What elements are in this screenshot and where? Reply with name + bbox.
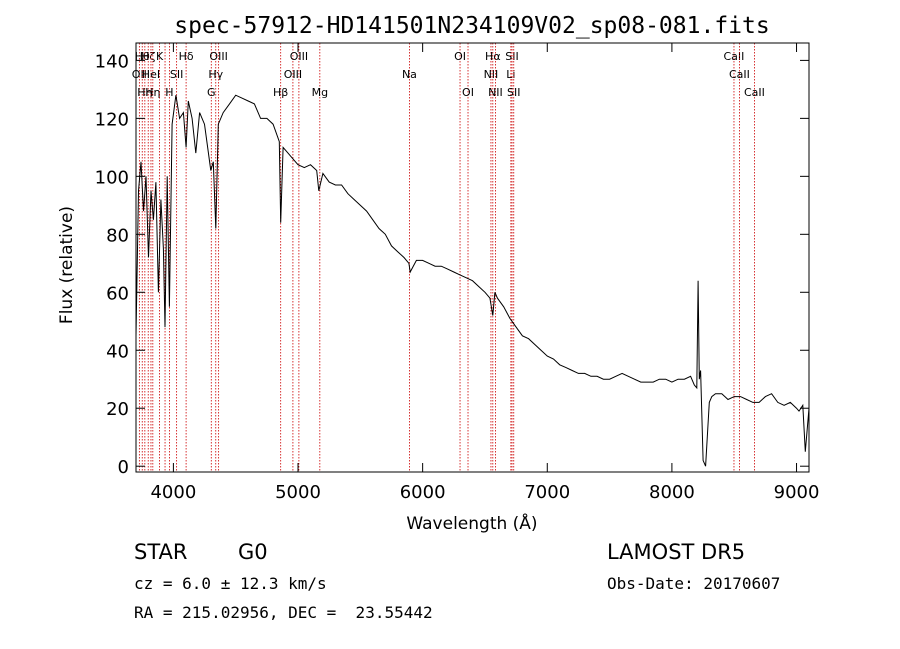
y-tick-label: 0	[118, 457, 129, 478]
spectral-line-label: Hδ	[179, 50, 194, 63]
spectral-line-label: K	[156, 50, 164, 63]
spectral-line-label: CaII	[724, 50, 745, 63]
y-tick-label: 60	[106, 283, 129, 304]
x-tick-label: 4000	[150, 482, 196, 503]
plot-frame	[135, 42, 810, 473]
spectral-line-label: H	[165, 86, 173, 99]
spectral-line-label: Hη	[145, 86, 160, 99]
spectral-line-label: HeI	[142, 68, 160, 81]
spectral-line-label: Hθ	[135, 50, 150, 63]
spectral-line-label: Li	[506, 68, 515, 81]
spectral-line-label: Na	[402, 68, 417, 81]
x-tick-label: 9000	[774, 482, 820, 503]
spectral-line-label: OIII	[290, 50, 308, 63]
y-tick-label: 20	[106, 399, 129, 420]
redshift-cz: cz = 6.0 ± 12.3 km/s	[134, 574, 327, 593]
x-tick-label: 5000	[275, 482, 321, 503]
y-tick-label: 100	[95, 167, 129, 188]
spectral-line-label: Hη	[137, 86, 152, 99]
spectral-line-label: NII	[484, 68, 499, 81]
spectral-line-label: G	[207, 86, 216, 99]
spectral-line-label: NII	[488, 86, 503, 99]
x-axis-label: Wavelength (Å)	[406, 512, 537, 534]
spectral-line-label: CaII	[729, 68, 750, 81]
spectral-line-label: Hα	[485, 50, 501, 63]
x-tick-label: 7000	[524, 482, 570, 503]
y-tick-label: 140	[95, 51, 129, 72]
object-subclass: G0	[238, 540, 268, 564]
spectral-line-label: OIII	[209, 50, 227, 63]
spectral-line-label: OI	[454, 50, 466, 63]
spectral-line-label: Mg	[312, 86, 328, 99]
spectral-line-label: SII	[505, 50, 518, 63]
y-tick-label: 80	[106, 225, 129, 246]
x-tick-label: 6000	[400, 482, 446, 503]
spectral-line-label: Hβ	[273, 86, 288, 99]
y-tick-label: 120	[95, 109, 129, 130]
spectral-line-label: Hζ	[141, 50, 155, 63]
spectral-line-label: Hγ	[208, 68, 223, 81]
spectral-line-label: OI	[462, 86, 474, 99]
obs-date: Obs-Date: 20170607	[607, 574, 781, 593]
y-tick-label: 40	[106, 341, 129, 362]
ra-dec: RA = 215.02956, DEC = 23.55442	[134, 603, 433, 622]
x-tick-label: 8000	[649, 482, 695, 503]
spectral-line-label: SII	[170, 68, 183, 81]
y-axis-label: Flux (relative)	[57, 206, 77, 324]
survey-label: LAMOST DR5	[607, 540, 746, 564]
spectrum-line	[135, 94, 810, 467]
axis-ticks: 4000 5000 6000 7000 8000 9000 0 20 40 60 80 100 120 1…	[95, 43, 820, 503]
chart-title: spec-57912-HD141501N234109V02_sp08-081.f…	[174, 13, 769, 39]
spectral-line-label: OIII	[284, 68, 302, 81]
spectral-line-label: SII	[507, 86, 520, 99]
spectral-line-label: CaII	[744, 86, 765, 99]
object-class: STAR	[134, 540, 188, 564]
